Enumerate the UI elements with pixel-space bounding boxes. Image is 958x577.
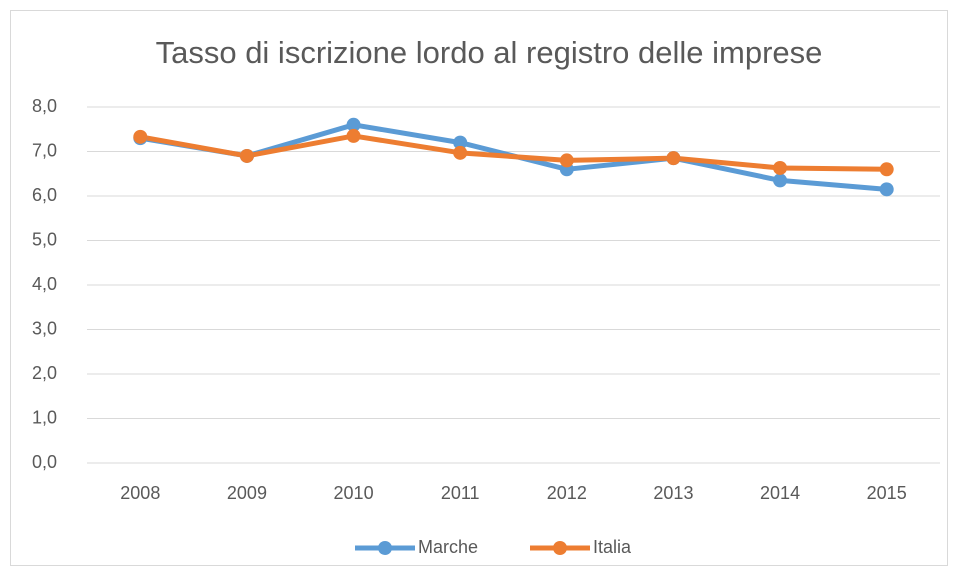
data-point [666, 151, 681, 166]
data-point [773, 160, 788, 175]
data-point [453, 135, 468, 150]
series-line [139, 133, 887, 172]
data-point [453, 145, 468, 160]
y-tick-label: 6,0 [32, 185, 57, 205]
y-tick-label: 8,0 [32, 96, 57, 116]
x-tick-label: 2013 [653, 483, 693, 503]
x-tick-label: 2010 [334, 483, 374, 503]
x-tick-label: 2012 [547, 483, 587, 503]
y-tick-label: 5,0 [32, 229, 57, 249]
data-point [559, 153, 574, 168]
data-point [879, 162, 894, 177]
data-point [346, 117, 361, 132]
y-tick-label: 1,0 [32, 407, 57, 427]
legend-label: Marche [418, 537, 478, 557]
data-point [879, 182, 894, 197]
legend-marker [378, 541, 392, 555]
y-tick-label: 3,0 [32, 318, 57, 338]
legend-label: Italia [593, 537, 632, 557]
y-tick-label: 2,0 [32, 363, 57, 383]
x-tick-label: 2008 [120, 483, 160, 503]
x-tick-label: 2011 [441, 483, 480, 503]
x-tick-label: 2014 [760, 483, 800, 503]
data-point [239, 148, 254, 163]
chart-title: Tasso di iscrizione lordo al registro de… [156, 35, 823, 70]
chart-frame [10, 10, 948, 566]
x-tick-label: 2009 [227, 483, 267, 503]
y-tick-label: 4,0 [32, 274, 57, 294]
data-point [133, 129, 148, 144]
data-point [346, 128, 361, 143]
y-tick-label: 0,0 [32, 452, 57, 472]
legend-marker [553, 541, 567, 555]
data-point [773, 173, 788, 188]
x-tick-label: 2015 [867, 483, 907, 503]
y-tick-label: 7,0 [32, 140, 57, 160]
